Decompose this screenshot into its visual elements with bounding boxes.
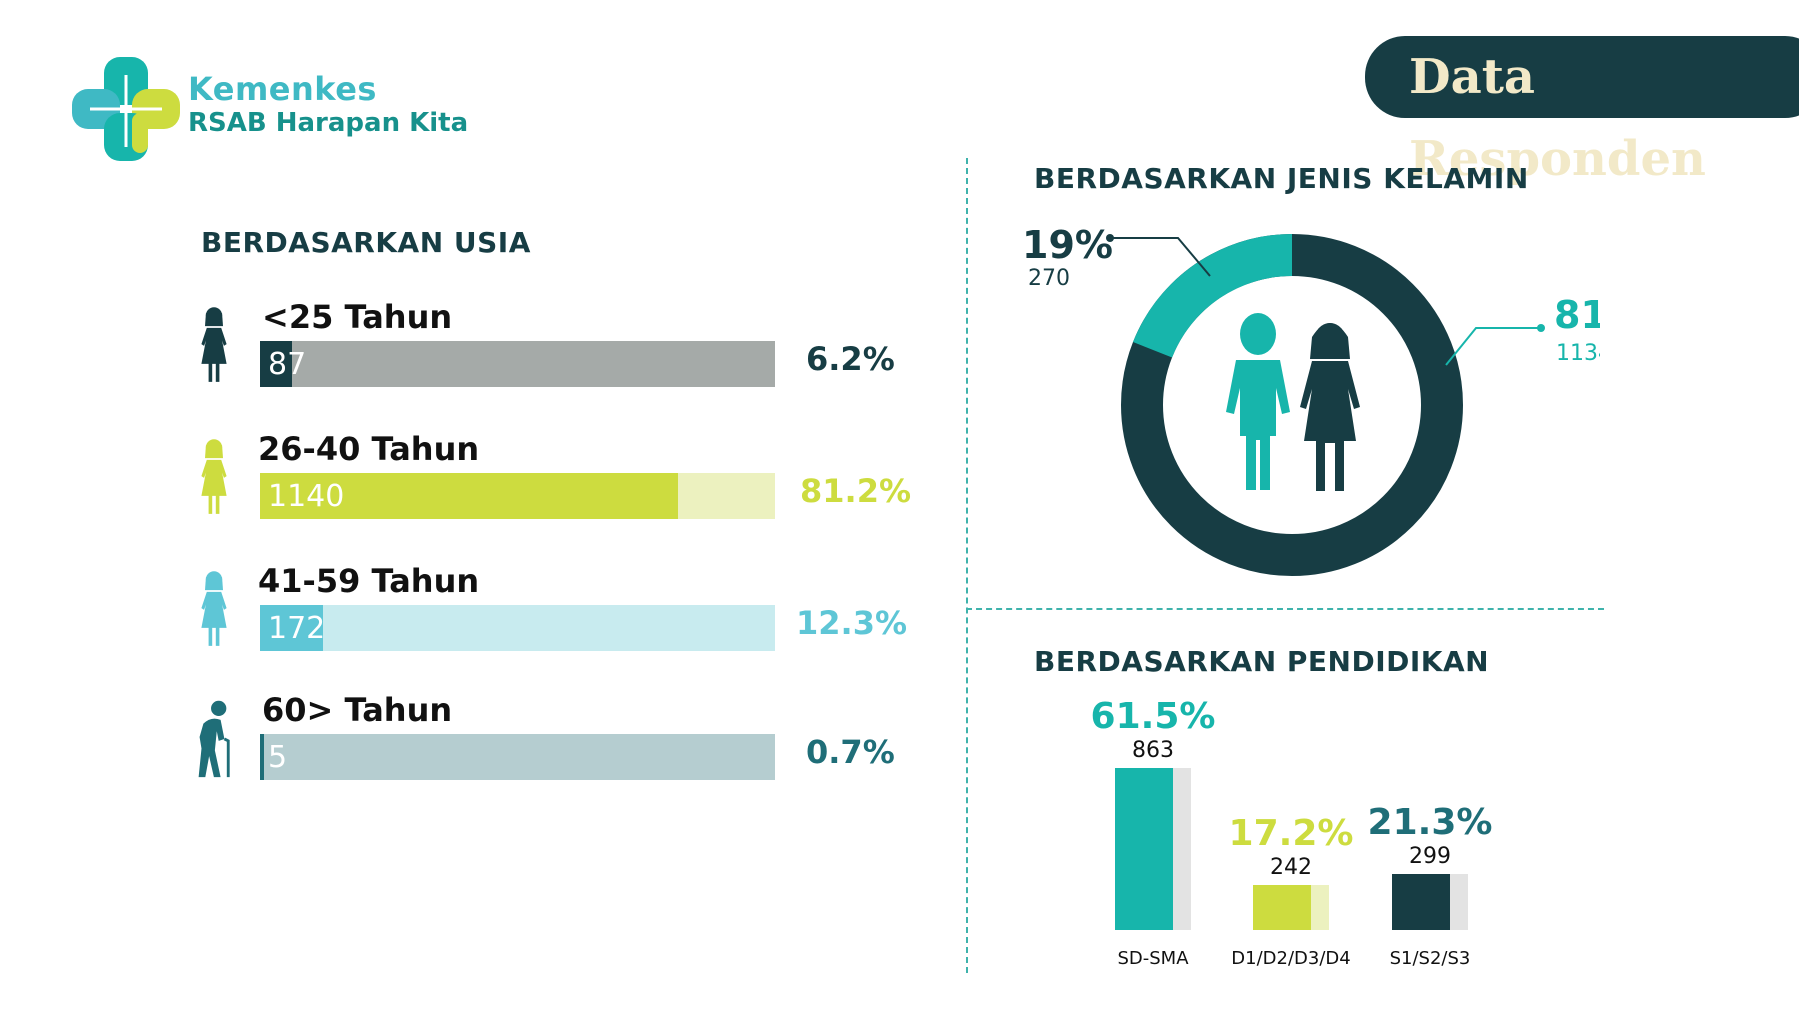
education-category-label: D1/D2/D3/D4 — [1231, 948, 1351, 969]
education-category-label: S1/S2/S3 — [1389, 948, 1471, 969]
age-bar-percent: 6.2% — [806, 340, 895, 378]
education-bar-shadow — [1450, 874, 1468, 930]
education-percent-label: 17.2% — [1228, 813, 1354, 854]
age-bar-count: 172 — [268, 611, 326, 646]
female-percent-label: 19% — [1022, 223, 1113, 267]
age-category-label: 60> Tahun — [262, 691, 453, 729]
education-count-label: 863 — [1132, 738, 1174, 763]
age-bar-fill — [260, 734, 264, 780]
gender-section-title: BERDASARKAN JENIS KELAMIN — [1034, 162, 1529, 195]
education-bar — [1115, 768, 1173, 930]
education-bar-shadow — [1173, 768, 1191, 930]
age-bar-count: 5 — [268, 740, 288, 775]
horizontal-divider — [966, 608, 1604, 610]
age-bar-percent: 0.7% — [806, 733, 895, 771]
gender-donut-chart: 19%270 81% 1134 — [1022, 223, 1600, 576]
age-bar-track: 172 — [260, 605, 775, 651]
age-category-label: 26-40 Tahun — [258, 430, 480, 468]
woman-icon — [196, 434, 232, 524]
age-bar-percent: 12.3% — [796, 604, 908, 642]
age-bar-count: 1140 — [268, 479, 345, 514]
age-category-label: 41-59 Tahun — [258, 562, 480, 600]
male-leader-dot — [1537, 324, 1545, 332]
logo-subtitle: RSAB Harapan Kita — [188, 108, 469, 138]
age-bar-fill — [260, 341, 292, 387]
age-bar-count: 87 — [268, 347, 307, 382]
education-percent-label: 21.3% — [1367, 802, 1493, 843]
education-bar-shadow — [1311, 885, 1329, 930]
elderly-icon — [190, 695, 234, 785]
page-title: Data Responden — [1365, 36, 1799, 187]
logo-title: Kemenkes — [188, 70, 377, 108]
male-percent-label: 81% — [1554, 293, 1600, 337]
age-section-title: BERDASARKAN USIA — [201, 226, 531, 259]
female-leader-dot — [1106, 234, 1114, 242]
age-category-label: <25 Tahun — [262, 298, 453, 336]
girl-icon — [196, 302, 232, 392]
donut-slice-female — [1133, 234, 1293, 358]
male-count-label: 1134 — [1556, 341, 1600, 366]
age-bar-fill — [260, 473, 678, 519]
age-bar-track: 1140 — [260, 473, 775, 519]
girl-icon — [1300, 323, 1360, 491]
education-bar — [1392, 874, 1450, 930]
male-leader-line — [1445, 327, 1541, 366]
boy-icon — [1226, 313, 1290, 490]
vertical-divider — [966, 158, 968, 973]
age-bar-percent: 81.2% — [800, 472, 912, 510]
girl-icon — [196, 566, 232, 656]
female-count-label: 270 — [1028, 266, 1070, 291]
female-leader-line — [1110, 237, 1211, 277]
age-bar-track: 5 — [260, 734, 775, 780]
education-category-label: SD-SMA — [1117, 948, 1189, 969]
kemenkes-logo — [72, 57, 180, 161]
education-section-title: BERDASARKAN PENDIDIKAN — [1034, 645, 1490, 678]
education-bar — [1253, 885, 1311, 930]
age-bar-track: 87 — [260, 341, 775, 387]
education-percent-label: 61.5% — [1090, 696, 1216, 737]
education-count-label: 299 — [1409, 844, 1451, 869]
age-bar-fill — [260, 605, 323, 651]
education-count-label: 242 — [1270, 855, 1312, 880]
